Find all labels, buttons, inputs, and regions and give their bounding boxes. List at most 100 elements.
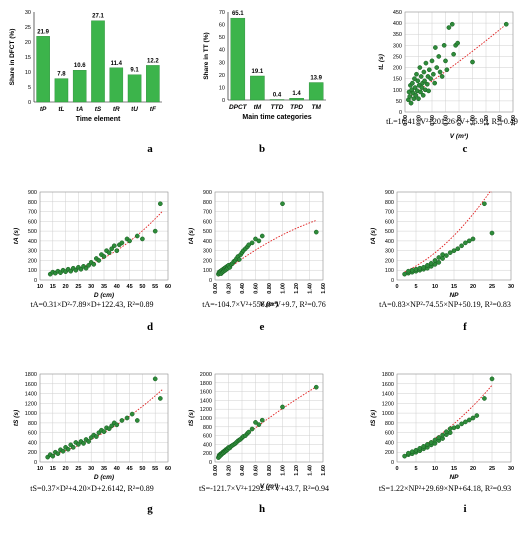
data-point: [418, 74, 424, 79]
y-tick-label: 300: [385, 249, 394, 255]
data-point: [134, 233, 140, 239]
y-tick-label: 1200: [200, 407, 212, 413]
y-tick-label: 150: [393, 77, 402, 83]
bar: [109, 67, 124, 103]
data-point: [466, 417, 472, 423]
y-tick-label: 60: [219, 23, 225, 29]
x-tick-label: 15: [451, 284, 457, 290]
y-tick-label: 900: [385, 190, 394, 196]
data-point: [482, 396, 487, 401]
x-tick-label: 50: [139, 466, 145, 472]
data-point: [93, 434, 99, 439]
data-point: [417, 265, 423, 271]
y-tick-label: 600: [385, 431, 394, 437]
data-point: [489, 230, 495, 236]
x-tick-label: 0.00: [403, 115, 409, 126]
regression-equation: tS=-121.7×V²+1292.4×V+43.7, R²=0.94: [199, 484, 329, 493]
y-tick-label: 0: [209, 278, 212, 284]
x-tick-label: 60: [165, 284, 171, 290]
y-tick-label: 400: [203, 442, 212, 448]
data-point: [466, 238, 472, 244]
x-tick-label: 20: [63, 466, 69, 472]
data-point: [451, 425, 457, 431]
data-point: [482, 201, 487, 207]
data-point: [451, 248, 457, 254]
data-point: [280, 201, 285, 207]
y-tick-label: 800: [203, 425, 212, 431]
x-tick-label: 1.40: [308, 283, 314, 294]
panel-d: 0 100 200 300 400 500 600 700 800 900 10 15 20 25 30 35…: [13, 190, 171, 333]
x-tick-label: 0.20: [227, 465, 233, 476]
data-point: [416, 96, 421, 102]
data-point: [421, 264, 426, 270]
data-point: [410, 80, 415, 86]
x-tick-label: 0.60: [254, 283, 260, 294]
y-tick-label: 200: [28, 258, 37, 264]
y-tick-label: 200: [385, 258, 394, 264]
bar-value-label: 1.4: [292, 91, 301, 97]
data-point: [489, 376, 495, 382]
y-axis-title: tS (s): [13, 410, 20, 426]
x-tick-label: 15: [451, 466, 457, 472]
panel-i: 0 200 400 600 800 1000 1200 1400 1600 1800 0 5 10 15 2…: [370, 372, 514, 515]
y-axis-title: tS (s): [370, 410, 377, 426]
x-tick-label: 25: [489, 284, 495, 290]
data-point: [249, 426, 255, 432]
y-tick-label: 200: [203, 451, 212, 457]
data-point: [407, 94, 413, 99]
x-tick-label: 0.40: [430, 115, 436, 126]
data-point: [65, 446, 71, 452]
x-tick-label: 45: [127, 466, 133, 472]
x-axis-title: NP: [449, 292, 459, 299]
data-point: [423, 60, 429, 66]
y-tick-label: 0: [391, 278, 394, 284]
data-point: [444, 429, 449, 435]
y-tick-label: 50: [219, 35, 225, 41]
x-tick-label: 5: [414, 466, 417, 472]
data-point: [96, 258, 102, 263]
data-point: [447, 250, 453, 255]
data-point: [114, 248, 120, 254]
y-tick-label: 600: [203, 219, 212, 225]
x-axis-title: D (cm): [94, 292, 114, 299]
panel-label: d: [147, 321, 153, 333]
bar: [250, 75, 265, 101]
x-tick-label: 1.00: [281, 283, 287, 294]
bar-value-label: 9.1: [130, 68, 139, 74]
y-tick-label: 100: [393, 88, 402, 94]
data-point: [127, 238, 132, 244]
y-tick-label: 1000: [200, 416, 212, 422]
data-point: [253, 420, 258, 425]
data-point: [73, 267, 79, 273]
bar-value-label: 12.2: [147, 58, 159, 64]
y-tick-label: 200: [28, 450, 37, 456]
y-tick-label: 15: [25, 55, 31, 61]
data-point: [408, 100, 414, 106]
x-tick-label: 40: [114, 466, 120, 472]
y-tick-label: 1800: [382, 372, 394, 378]
data-point: [83, 265, 89, 271]
data-point: [119, 240, 125, 246]
data-point: [152, 376, 158, 382]
y-tick-label: 700: [385, 210, 394, 216]
trend-line: [218, 219, 317, 277]
x-tick-label: 50: [139, 284, 145, 290]
y-tick-label: 100: [203, 268, 212, 274]
y-tick-label: 0: [391, 460, 394, 466]
data-point: [246, 429, 252, 435]
x-tick-label: tF: [150, 106, 157, 113]
plot-frame: [404, 11, 514, 113]
x-tick-label: 0.80: [267, 283, 273, 294]
plot-frame: [396, 191, 512, 281]
x-axis-title: D (cm): [94, 474, 114, 481]
regression-equation: tA=-104.7×V²+556.8×V+9.7, R²=0.76: [202, 300, 325, 309]
y-tick-label: 70: [219, 10, 225, 16]
y-tick-label: 800: [385, 200, 394, 206]
x-tick-label: tM: [254, 104, 262, 111]
data-point: [447, 430, 453, 436]
data-point: [421, 69, 427, 75]
y-axis-title: tL (s): [378, 54, 385, 70]
data-point: [425, 442, 430, 447]
y-tick-label: 450: [393, 10, 402, 16]
x-axis-title: V (m³): [450, 133, 468, 140]
